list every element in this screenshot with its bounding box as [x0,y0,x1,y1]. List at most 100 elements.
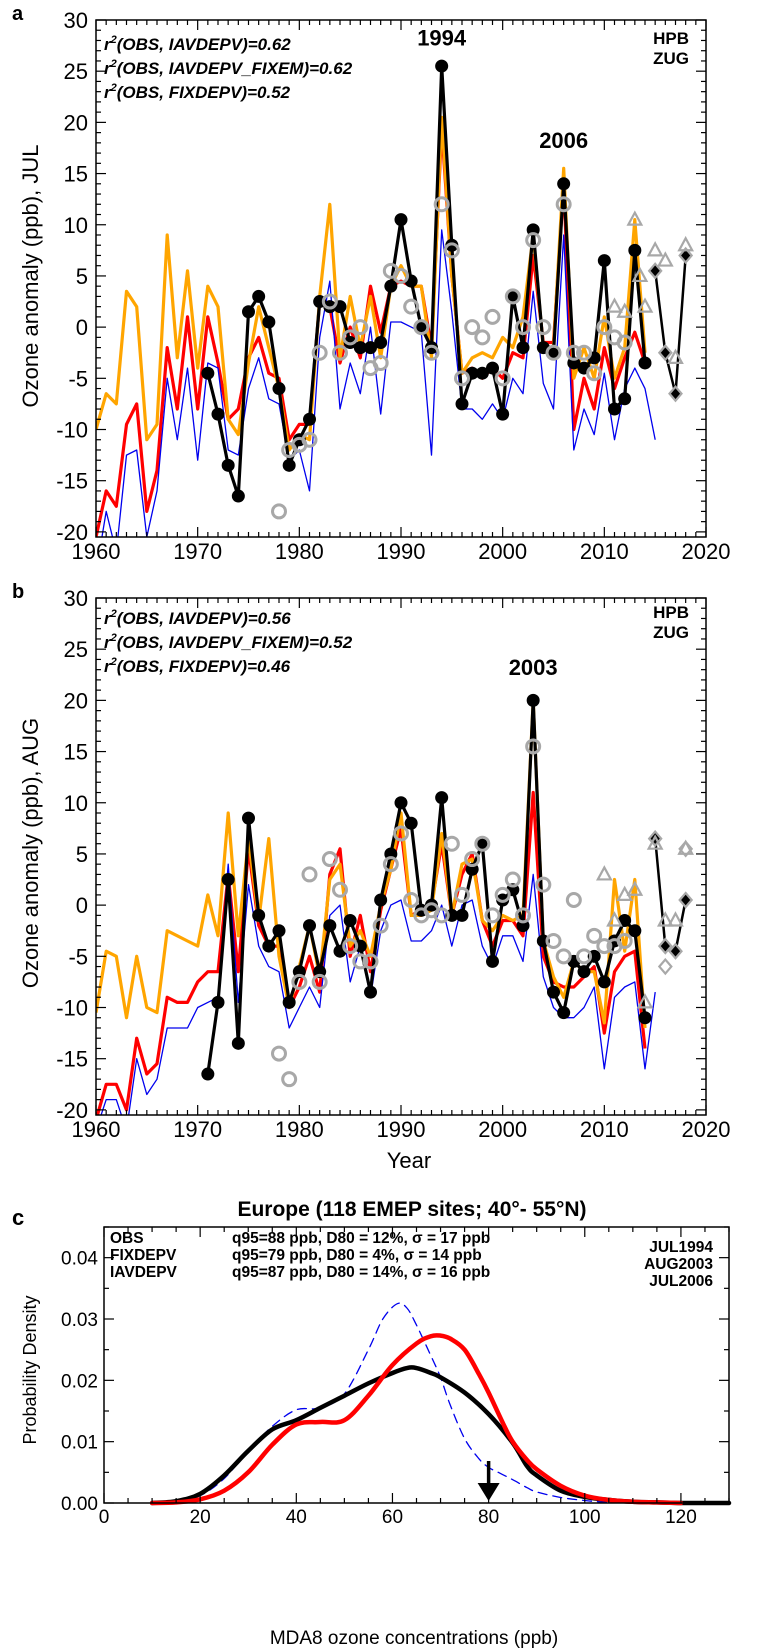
c-ytick-label-0.04: 0.04 [61,1249,98,1270]
a-marker-zug-2012 [616,334,633,351]
a-marker-zug-1996 [454,370,470,387]
b-marker-zug-2004 [535,876,552,893]
a-marker-zug-2014 [636,297,654,313]
stats-iavdepv-name: IAVDEPV [110,1264,178,1281]
a-ytick-label--5: -5 [68,366,88,391]
b-marker-obs-1999 [486,954,499,968]
a-marker-zug-1995 [443,242,460,259]
legend-b-2-r: r [104,633,112,652]
legend-a-3-r: r [104,83,112,102]
b-marker-zug-2015 [646,834,664,850]
a-marker-zug-1983 [321,293,338,310]
b-marker-obs-1976 [252,908,266,922]
a-marker-zug-2007 [565,344,582,361]
b-marker-obs-1990 [394,796,408,810]
a-marker-obs-1974 [231,489,245,503]
b-marker-obs-1975 [242,811,255,825]
a-marker-zug-2013 [626,210,644,226]
b-annotation-2003: 2003 [509,655,558,680]
legend-b-1-rest: , IAVDEPV)=0.56 [158,609,291,628]
b-marker-zug-1991 [403,892,420,909]
a-marker-obs-1996 [455,397,469,411]
a-ytick-label-15: 15 [64,162,88,187]
a-marker-obs-1972 [211,407,225,421]
legend-b-item-1: r2(OBS, IAVDEPV)=0.56 [104,608,291,628]
a-marker-zug-1986 [352,319,369,336]
b-marker-zug-1990 [393,825,409,842]
panel-c-label: c [12,1205,24,1230]
legend-a-1-sup: 2 [110,34,117,46]
legend-b-3-obs: (OBS [117,657,160,676]
legend-b-2-sup: 2 [110,632,117,644]
a-marker-obs-1971 [201,366,215,380]
panel-b-xlabel: Year [387,1148,431,1173]
a-marker-obs-1973 [221,458,235,472]
a-xtick-label-1990: 1990 [377,539,426,564]
a-marker-zug-2018 [677,235,695,252]
a-ytick-label-20: 20 [64,110,88,135]
b-marker-obs-1998 [475,837,489,851]
c-xtick-label-40: 40 [286,1507,307,1528]
a-marker-zug-2015 [646,241,664,257]
panel-c-ylabel: Probability Density [20,1295,40,1444]
a-marker-obs-2000 [496,407,510,421]
b-marker-zug-1997 [464,851,481,868]
a-marker-zug-1978 [271,503,287,520]
b-marker-zug-1979 [281,1071,298,1088]
a-ytick-label-0: 0 [76,315,88,340]
b-marker-zug-1982 [311,973,328,990]
b-marker-zug-2016 [657,957,673,976]
a-marker-obs-1990 [394,213,408,227]
legend-a-1-obs: (OBS [117,35,160,54]
c-xtick-label-0: 0 [99,1507,110,1528]
legend-a-2-obs: (OBS [117,59,160,78]
b-marker-obs-1974 [231,1036,245,1050]
a-marker-zug-2017 [667,348,684,364]
b-marker-obs-2008 [577,965,591,979]
panel-a: a Ozone anomaly (ppb), JUL -20 -15 -10 -5 0 5… [12,3,730,564]
b-marker-obs-2016 [657,937,673,955]
b-marker-obs-1996 [455,908,469,922]
c-xtick-label-20: 20 [190,1507,211,1528]
a-marker-obs-1994 [435,59,449,73]
legend-a-item-1: r2(OBS, IAVDEPV)=0.62 [104,34,291,54]
a-line-fixdepv-2 [101,229,656,537]
a-marker-zug-1985 [342,329,359,346]
b-marker-zug-2002 [515,907,531,924]
a-marker-zug-2013.5 [631,266,649,283]
b-ytick-label-10: 10 [64,791,88,816]
b-marker-zug-1985 [342,938,359,955]
a-marker-zug-1982 [311,344,328,361]
b-ytick-label-15: 15 [64,740,88,765]
b-marker-obs-2005 [547,985,560,999]
panel-a-label: a [12,3,24,25]
event-jul2006: JUL2006 [649,1273,713,1290]
a-ytick-label--20: -20 [56,520,88,545]
b-marker-zug-1994 [433,907,450,924]
c-ytick-label-0.01: 0.01 [61,1433,98,1454]
b-xtick-label-2020: 2020 [682,1117,731,1142]
a-marker-zug-2012 [616,302,634,318]
b-ytick-label-30: 30 [64,586,88,611]
b-marker-obs-2012 [618,913,632,927]
b-marker-zug-2017 [667,911,684,927]
a-marker-zug-1984 [332,344,348,361]
b-marker-zug-2008 [576,948,592,965]
a-xtick-label-1960: 1960 [72,539,121,564]
a-marker-obs-2010 [597,254,611,268]
c-ytick-label-0.02: 0.02 [61,1371,98,1392]
b-marker-zug-2001 [504,871,521,888]
c-curve-fixdepv [151,1302,634,1504]
a-marker-zug-2004 [535,319,552,336]
b-ytick-label-20: 20 [64,688,88,713]
a-marker-zug-1998 [474,329,491,346]
legend-b-2-rest: , IAVDEPV_FIXEM)=0.52 [158,633,352,652]
b-marker-obs-2006 [557,1006,571,1020]
a-marker-zug-1993 [423,344,440,361]
a-marker-zug-1997 [464,319,481,336]
b-ytick-label--15: -15 [56,1047,88,1072]
b-marker-obs-1991 [404,816,418,830]
a-marker-obs-2017 [668,384,683,403]
a-marker-obs-1978 [272,382,286,396]
legend-b-3-r: r [104,657,112,676]
